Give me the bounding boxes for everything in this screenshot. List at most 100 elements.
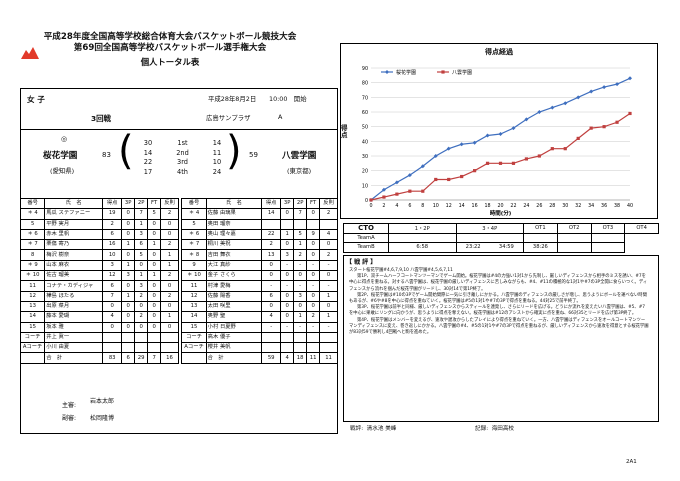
home-cell: 13	[19, 300, 46, 313]
away-cell	[306, 218, 321, 230]
away-cell	[293, 218, 308, 230]
table-row: ＊ 10 佐古 瑠美 12 3 1 1 2 ＊ 10 金子 さくら 0 0 0 0 0	[19, 270, 338, 282]
cto-cell	[455, 232, 524, 243]
home-cell: 0	[147, 311, 162, 323]
home-cell: 12	[102, 270, 123, 282]
home-cell: 11	[19, 280, 46, 292]
away-cell: 0	[280, 208, 295, 220]
home-cell: 出原 菜月	[44, 300, 104, 313]
data-point	[498, 161, 503, 165]
away-cell: 22	[261, 228, 282, 241]
quarter-row: 14 2nd 11	[140, 149, 225, 159]
y-tick-label: 20	[362, 169, 368, 175]
away-cell: 大江 真紗	[205, 259, 263, 272]
cto-table: CTO 1・2P 3・4P OT1 OT2 OT3 OT4 TeamA TeamB 6:58 23:…	[343, 223, 659, 253]
reviewer-name: 清水池 美峰	[366, 426, 397, 432]
home-cell: 0	[121, 321, 136, 333]
home-cell: 栗傷 寄乃	[44, 239, 104, 251]
away-cell: 0	[319, 270, 338, 282]
x-tick-label: 10	[433, 203, 439, 209]
page-number: 2A1	[626, 459, 637, 465]
home-cell: 2	[160, 290, 179, 302]
series-line	[370, 77, 631, 201]
review-paragraph: スタート桜花学園#4,6,7,9,10 八雲学園#4,5,6,7,11	[349, 268, 453, 273]
cto-cell: TeamA	[343, 232, 389, 243]
header-cell: FT	[306, 197, 321, 210]
home-cell: 0	[160, 228, 179, 241]
divider	[20, 129, 338, 130]
away-cell: 太田 咲里	[205, 300, 263, 313]
data-point	[473, 169, 477, 173]
away-cell: 佐藤 由璃果	[205, 208, 263, 220]
quarter-home-score: 17	[143, 167, 153, 176]
away-cell: -	[319, 259, 338, 272]
home-cell: 29	[134, 352, 149, 364]
home-cell: 3	[102, 259, 123, 272]
away-cell: 4	[280, 352, 295, 364]
quarter-label: 3rd	[177, 158, 188, 167]
home-cell	[134, 342, 149, 354]
home-cell: 3	[134, 228, 149, 241]
away-cell: 7	[293, 208, 308, 220]
home-cell: 6	[121, 352, 136, 364]
chart-frame	[340, 43, 658, 219]
chart-title: 得点経過	[485, 48, 513, 56]
data-point	[459, 142, 464, 147]
round-label: 3回戦	[91, 114, 111, 123]
court: A	[278, 113, 283, 121]
away-cell: -	[319, 280, 338, 292]
y-tick-label: 60	[362, 110, 368, 116]
home-cell: 1	[160, 259, 179, 272]
data-point	[511, 161, 516, 165]
home-cell: 0	[160, 321, 179, 333]
cto-subcell: 34:59	[498, 244, 514, 251]
home-score: 83	[102, 151, 111, 159]
cto-header-cell: OT2	[556, 223, 592, 234]
data-point	[460, 174, 464, 179]
away-cell: -	[261, 280, 282, 292]
umpire-label: 副審:	[62, 415, 77, 422]
data-point	[485, 133, 490, 138]
away-cell: 1	[319, 311, 338, 323]
away-cell	[293, 342, 308, 354]
recorder-name: 海田高校	[491, 426, 515, 432]
home-cell: 2	[160, 208, 179, 220]
x-tick-label: 0	[369, 203, 372, 209]
home-cell: 2	[134, 290, 149, 302]
home-cell	[134, 331, 149, 344]
home-cell: 馬瓜 ステファニー	[44, 208, 104, 220]
away-cell: -	[319, 321, 338, 333]
gender-label: 女 子	[27, 95, 45, 104]
y-tick-label: 80	[362, 81, 368, 87]
home-cell: 7	[134, 208, 149, 220]
data-point	[550, 105, 555, 110]
home-cell: 0	[134, 259, 149, 272]
away-cell: -	[293, 259, 308, 272]
review-paragraph: 第3P、桜花学園は前半と同様、厳しいディフェンスからスティールを連発し、さらにリ…	[349, 305, 646, 317]
recorder-signature: 記録: 海田高校	[475, 424, 514, 432]
home-cell: 1	[147, 270, 162, 282]
away-cell: 奥野 聖	[205, 311, 263, 323]
data-point	[420, 164, 425, 169]
table-row: 12 樺島 ほたる 7 1 2 0 2 12 佐藤 陽香 6 0 3 0 1	[19, 290, 338, 302]
data-point	[602, 85, 607, 90]
table-row: ＊ 7 栗傷 寄乃 16 1 6 1 2 ＊ 7 桐川 美祝 2 0 1 0 0	[19, 239, 338, 251]
home-cell: 0	[160, 280, 179, 292]
table-row: 8 梅沢 樹奈 10 0 5 0 1 ＊ 8 吉田 舞衣 13 3 2 0 2	[19, 249, 338, 261]
away-cell: 佐藤 陽香	[205, 290, 263, 302]
data-point	[498, 132, 503, 136]
away-cell: 桐川 美祝	[205, 239, 263, 251]
table-row: コーチ 井上 眞一 コーチ 高木 優子	[19, 331, 338, 344]
home-cell	[147, 342, 162, 354]
cto-header-row: CTO 1・2P 3・4P OT1 OT2 OT3 OT4	[343, 223, 659, 234]
x-tick-label: 4	[395, 203, 398, 209]
away-cell: 村津 愛梅	[205, 280, 263, 292]
home-cell: 0	[147, 321, 162, 333]
x-tick-label: 36	[601, 203, 607, 209]
home-cell: 1	[121, 290, 136, 302]
header-title-2: 第69回全国高等学校バスケットボール選手権大会	[73, 43, 267, 53]
table-row: Aコーチ 小川 由夏 Aコーチ 櫻井 美帆	[19, 342, 338, 354]
x-tick-label: 22	[510, 203, 516, 209]
data-point	[524, 157, 528, 161]
home-cell	[160, 331, 179, 344]
